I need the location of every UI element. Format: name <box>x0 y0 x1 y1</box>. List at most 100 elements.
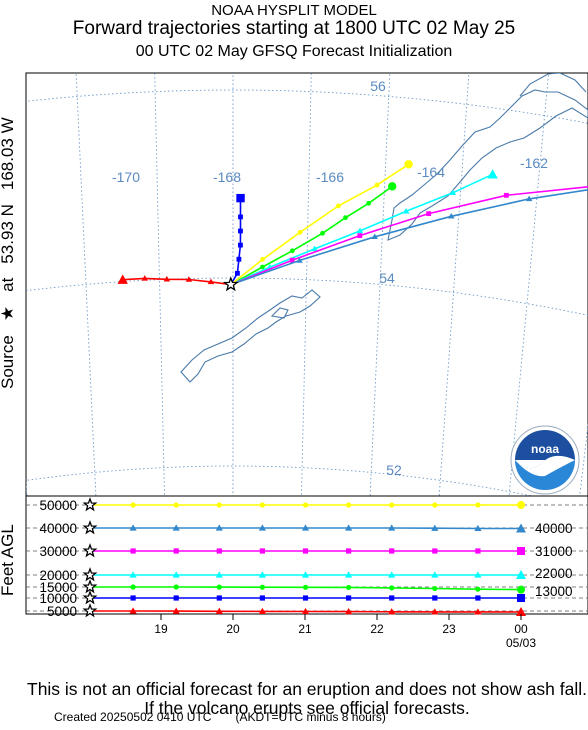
trajectory-end-marker <box>388 182 397 191</box>
height-marker <box>346 584 352 591</box>
x-tick-label: 00 <box>514 622 528 636</box>
height-right-labels: 40000 31000 22000 13000 <box>535 521 573 599</box>
trajectory-marker <box>357 233 363 239</box>
trajectory-end-marker <box>487 169 498 179</box>
height-marker <box>215 571 223 578</box>
height-marker <box>216 548 222 554</box>
trajectory-marker <box>260 257 265 262</box>
height-end-label: 31000 <box>535 544 573 559</box>
trajectory-marker <box>449 189 457 196</box>
height-marker <box>130 502 136 508</box>
height-marker <box>173 595 179 601</box>
height-marker <box>173 584 179 590</box>
height-marker <box>345 571 353 578</box>
height-end-marker <box>516 607 526 616</box>
x-date-label: 05/03 <box>506 636 536 650</box>
height-series <box>90 501 526 616</box>
height-marker <box>302 584 309 590</box>
map-grid <box>26 73 588 496</box>
height-marker <box>130 595 136 601</box>
start-star-icon <box>82 543 98 558</box>
height-marker <box>258 607 266 614</box>
meridian-line <box>508 73 550 496</box>
height-marker <box>130 548 136 554</box>
height-marker <box>474 608 482 615</box>
trajectory-end-marker <box>236 193 245 203</box>
map-graticule-labels: -170 -168 -166 -164 -162 56 54 52 <box>112 78 548 478</box>
height-marker <box>432 595 438 601</box>
height-marker <box>301 607 310 615</box>
trajectory-line <box>122 277 231 286</box>
trajectory-end-marker <box>117 274 128 284</box>
height-marker <box>301 571 310 578</box>
height-marker <box>389 502 395 508</box>
trajectory-marker <box>311 245 318 252</box>
height-marker <box>259 502 265 508</box>
source-star-icon <box>222 276 239 292</box>
trajectory-marker <box>296 257 303 263</box>
trajectory-title: Forward trajectories starting at 1800 UT… <box>72 18 516 39</box>
height-end-label: 22000 <box>535 566 573 581</box>
height-marker <box>259 584 265 590</box>
height-marker <box>302 502 309 508</box>
height-marker <box>129 607 137 614</box>
height-marker <box>346 595 352 601</box>
created-stamp: Created 20250502 0410 UTC <box>54 710 212 724</box>
unimak-coast <box>270 307 289 319</box>
lat-label: 56 <box>370 78 386 94</box>
height-marker <box>475 586 481 592</box>
height-marker <box>302 548 309 554</box>
height-end-marker <box>516 523 526 533</box>
start-star-icon <box>82 497 98 512</box>
x-tick-label: 20 <box>226 622 240 636</box>
start-star-icon <box>82 567 98 582</box>
height-marker <box>172 607 180 614</box>
height-marker <box>259 548 265 554</box>
parallel-line <box>26 465 535 496</box>
trajectory-marker <box>525 195 533 202</box>
parallel-line <box>26 89 588 124</box>
alaska-peninsula-coast <box>387 89 588 241</box>
trajectory-marker <box>426 211 432 217</box>
height-marker <box>431 571 439 578</box>
height-marker <box>346 548 352 554</box>
x-tick-label: 19 <box>154 622 168 636</box>
trajectory-marker <box>503 192 509 198</box>
trajectory-marker <box>320 230 325 236</box>
height-marker <box>432 502 438 508</box>
lon-label: -170 <box>112 169 140 185</box>
height-marker <box>216 584 222 590</box>
height-marker <box>215 607 223 614</box>
height-marker <box>474 524 482 532</box>
height-marker <box>172 524 180 531</box>
trajectory-marker <box>289 257 295 263</box>
height-marker <box>216 502 222 508</box>
height-end-label: 40000 <box>535 521 573 536</box>
lon-label: -168 <box>213 169 241 185</box>
height-marker <box>389 595 395 601</box>
map-trajectories <box>117 160 588 292</box>
kenai-coast <box>519 73 587 97</box>
lat-label: 54 <box>379 270 395 286</box>
height-marker <box>302 595 309 601</box>
trajectory-marker <box>238 242 243 248</box>
height-marker <box>474 571 482 578</box>
noaa-logo: noaa <box>510 425 580 495</box>
disclaimer-text: This is not an official forecast for an … <box>27 679 587 718</box>
height-end-label: 13000 <box>535 584 573 599</box>
height-tick-label: 40000 <box>39 521 77 536</box>
trajectory-marker <box>185 276 193 282</box>
trajectory-marker <box>238 228 243 234</box>
model-title: NOAA HYSPLIT MODEL <box>211 2 377 19</box>
height-end-marker <box>516 570 526 579</box>
height-marker <box>172 571 180 578</box>
trajectory-marker <box>374 182 380 188</box>
trajectory-marker <box>402 208 410 214</box>
height-marker <box>432 548 438 554</box>
height-marker <box>173 502 179 508</box>
height-marker <box>345 524 353 531</box>
height-marker <box>388 571 396 578</box>
height-panel <box>25 495 588 615</box>
